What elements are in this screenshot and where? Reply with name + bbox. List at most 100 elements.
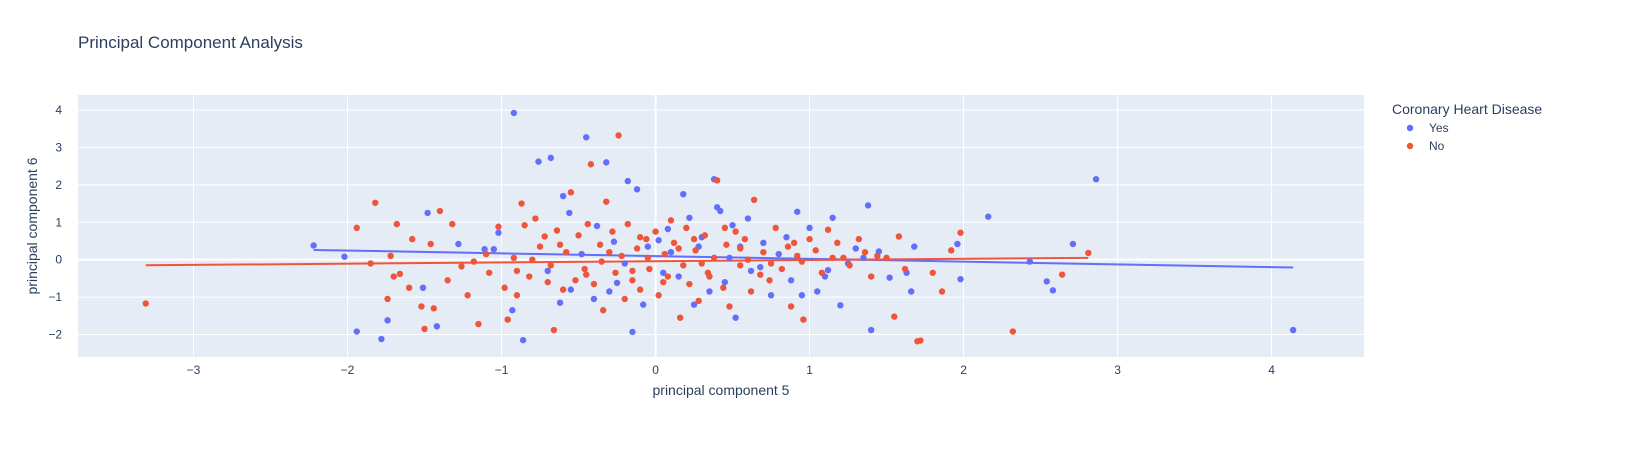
scatter-point-no[interactable] <box>612 269 619 276</box>
scatter-point-no[interactable] <box>713 177 721 184</box>
scatter-point-no[interactable] <box>624 220 632 228</box>
scatter-point-yes[interactable] <box>680 190 687 198</box>
scatter-point-no[interactable] <box>806 235 813 243</box>
scatter-point-yes[interactable] <box>824 266 832 274</box>
scatter-point-no[interactable] <box>760 249 767 256</box>
scatter-point-no[interactable] <box>495 223 502 230</box>
scatter-point-no[interactable] <box>142 300 149 307</box>
scatter-point-yes[interactable] <box>660 269 667 276</box>
scatter-point-no[interactable] <box>824 226 832 233</box>
scatter-point-yes[interactable] <box>864 202 872 209</box>
scatter-point-yes[interactable] <box>559 192 567 200</box>
scatter-point-no[interactable] <box>606 249 613 256</box>
scatter-point-no[interactable] <box>587 161 595 168</box>
scatter-point-no[interactable] <box>421 325 428 333</box>
scatter-point-no[interactable] <box>721 224 729 232</box>
scatter-point-yes[interactable] <box>535 158 542 165</box>
scatter-point-yes[interactable] <box>590 295 598 303</box>
scatter-point-no[interactable] <box>744 256 752 263</box>
scatter-point-no[interactable] <box>405 284 413 291</box>
scatter-point-no[interactable] <box>393 220 401 228</box>
scatter-point-yes[interactable] <box>757 263 764 271</box>
scatter-point-no[interactable] <box>917 337 924 344</box>
scatter-point-yes[interactable] <box>726 254 733 262</box>
scatter-point-no[interactable] <box>532 215 539 222</box>
legend-item-no[interactable]: No <box>1406 139 1445 153</box>
scatter-point-yes[interactable] <box>578 250 585 258</box>
scatter-point-no[interactable] <box>701 232 709 239</box>
scatter-point-yes[interactable] <box>424 209 431 217</box>
scatter-point-no[interactable] <box>409 235 416 243</box>
scatter-point-no[interactable] <box>1009 328 1017 335</box>
scatter-point-no[interactable] <box>563 249 570 256</box>
scatter-point-yes[interactable] <box>547 154 555 162</box>
scatter-point-yes[interactable] <box>633 186 641 193</box>
scatter-point-no[interactable] <box>603 198 610 205</box>
scatter-point-no[interactable] <box>501 284 508 291</box>
scatter-point-no[interactable] <box>556 241 564 248</box>
scatter-point-yes[interactable] <box>353 328 360 335</box>
scatter-point-no[interactable] <box>544 278 551 286</box>
scatter-point-no[interactable] <box>723 241 730 248</box>
scatter-point-no[interactable] <box>581 265 588 273</box>
scatter-point-no[interactable] <box>874 252 881 260</box>
scatter-point-no[interactable] <box>790 239 798 247</box>
scatter-point-no[interactable] <box>1085 249 1092 257</box>
scatter-point-no[interactable] <box>444 277 451 284</box>
scatter-point-no[interactable] <box>567 189 575 196</box>
scatter-point-no[interactable] <box>829 254 836 262</box>
plot-area[interactable] <box>78 95 1364 357</box>
scatter-point-yes[interactable] <box>798 292 806 299</box>
scatter-point-no[interactable] <box>732 228 739 235</box>
scatter-point-no[interactable] <box>778 265 786 273</box>
scatter-point-yes[interactable] <box>490 246 498 253</box>
scatter-point-yes[interactable] <box>610 238 618 245</box>
scatter-point-yes[interactable] <box>787 277 795 284</box>
scatter-point-yes[interactable] <box>378 335 385 343</box>
scatter-point-yes[interactable] <box>1092 176 1100 183</box>
scatter-point-no[interactable] <box>683 224 690 232</box>
scatter-point-no[interactable] <box>572 277 579 284</box>
scatter-point-no[interactable] <box>521 222 528 229</box>
scatter-point-yes[interactable] <box>644 243 652 250</box>
scatter-point-no[interactable] <box>430 305 437 312</box>
legend[interactable]: Coronary Heart Disease Yes No <box>1392 101 1542 153</box>
scatter-point-yes[interactable] <box>794 208 801 215</box>
scatter-point-no[interactable] <box>646 265 653 273</box>
scatter-point-no[interactable] <box>583 271 590 278</box>
scatter-point-yes[interactable] <box>566 209 573 217</box>
scatter-point-yes[interactable] <box>744 215 752 222</box>
scatter-point-no[interactable] <box>846 262 853 269</box>
scatter-point-yes[interactable] <box>806 224 813 232</box>
scatter-point-yes[interactable] <box>310 242 317 249</box>
scatter-point-yes[interactable] <box>985 213 992 220</box>
scatter-point-no[interactable] <box>667 217 675 224</box>
scatter-point-no[interactable] <box>676 314 684 321</box>
scatter-point-yes[interactable] <box>509 307 516 314</box>
scatter-point-yes[interactable] <box>640 301 647 308</box>
scatter-point-no[interactable] <box>513 292 521 299</box>
scatter-point-no[interactable] <box>895 233 903 240</box>
scatter-point-yes[interactable] <box>747 267 755 275</box>
scatter-point-no[interactable] <box>464 292 471 299</box>
scatter-point-no[interactable] <box>590 280 598 288</box>
scatter-point-yes[interactable] <box>433 323 441 330</box>
scatter-point-no[interactable] <box>470 258 478 265</box>
scatter-point-no[interactable] <box>664 273 672 280</box>
scatter-point-no[interactable] <box>655 292 662 299</box>
scatter-point-no[interactable] <box>757 271 764 278</box>
scatter-point-no[interactable] <box>794 252 801 260</box>
scatter-point-yes[interactable] <box>519 336 527 344</box>
scatter-point-no[interactable] <box>367 260 374 267</box>
scatter-point-yes[interactable] <box>1049 287 1057 294</box>
scatter-point-no[interactable] <box>598 258 605 265</box>
scatter-point-no[interactable] <box>384 295 391 303</box>
scatter-point-no[interactable] <box>482 250 490 258</box>
scatter-point-no[interactable] <box>547 262 555 269</box>
scatter-point-no[interactable] <box>800 316 807 323</box>
data-points[interactable] <box>142 109 1297 345</box>
scatter-point-yes[interactable] <box>341 253 348 260</box>
scatter-point-yes[interactable] <box>783 234 790 241</box>
scatter-point-yes[interactable] <box>886 274 893 281</box>
scatter-point-no[interactable] <box>636 234 644 241</box>
